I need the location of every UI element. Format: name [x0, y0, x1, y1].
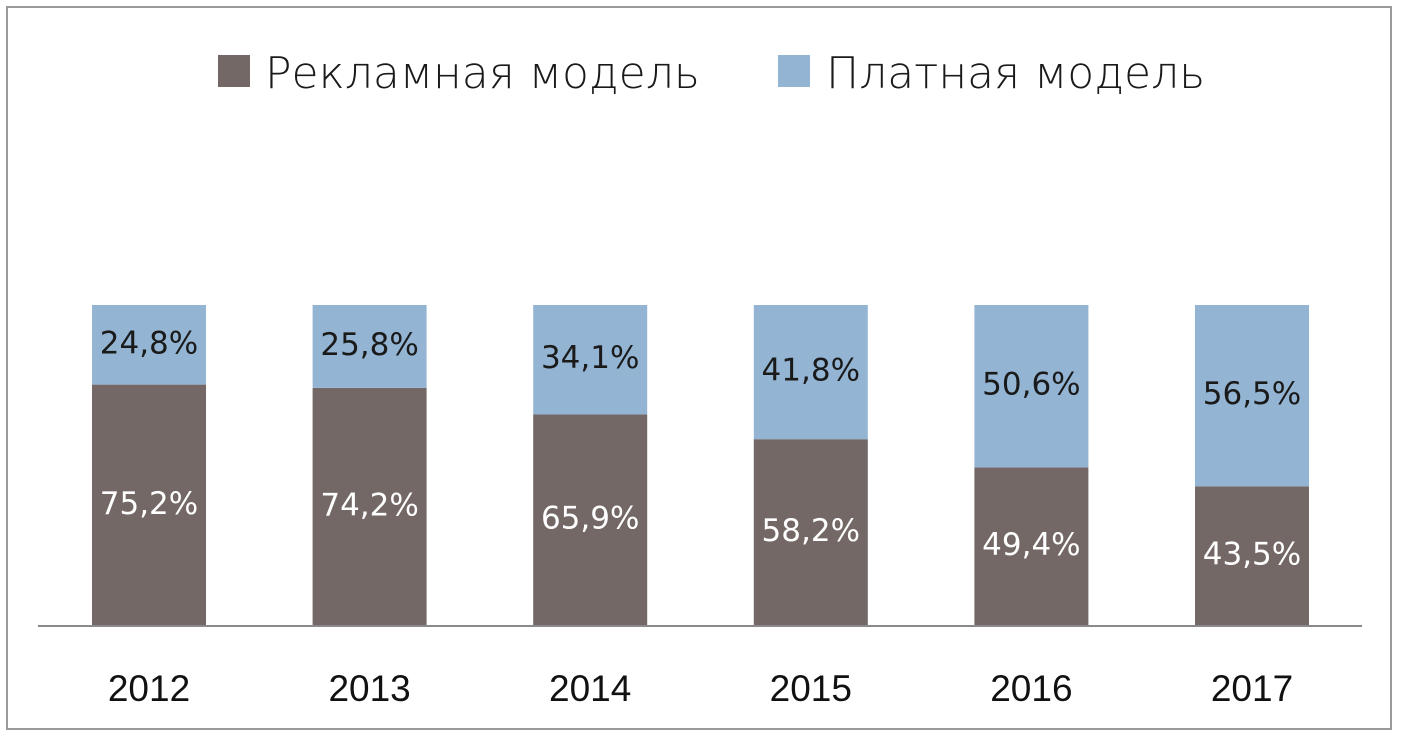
legend: Рекламная модель Платная модель — [218, 48, 1205, 99]
data-label-advertising-2012: 75,2% — [100, 486, 198, 522]
bar-segment-advertising-2012 — [92, 384, 206, 626]
data-label-paid-2017: 56,5% — [1203, 376, 1301, 412]
bars-group: 75,2% 24,8% 74,2% 25,8% 65,9% 34,1% 58,2% 41,8%… — [92, 305, 1309, 626]
data-label-paid-2014: 34,1% — [541, 340, 639, 376]
x-tick-label-2012: 2012 — [108, 668, 190, 709]
x-tick-label-2016: 2016 — [990, 668, 1072, 709]
x-tick-label-2017: 2017 — [1211, 668, 1293, 709]
x-tick-labels: 2012 2013 2014 2015 2016 2017 — [108, 668, 1293, 709]
bar-segment-paid-2017 — [1195, 305, 1309, 487]
legend-label-paid: Платная модель — [826, 48, 1205, 99]
bar-segment-paid-2014 — [533, 305, 648, 415]
data-label-paid-2013: 25,8% — [320, 327, 418, 363]
x-tick-label-2014: 2014 — [549, 668, 631, 709]
data-label-advertising-2013: 74,2% — [320, 487, 418, 523]
bar-segment-advertising-2017 — [1195, 486, 1309, 626]
legend-swatch-advertising — [218, 55, 250, 87]
bar-segment-advertising-2015 — [753, 439, 868, 626]
data-label-advertising-2014: 65,9% — [541, 501, 639, 537]
bar-segment-paid-2012 — [92, 305, 206, 385]
x-tick-label-2013: 2013 — [328, 668, 410, 709]
data-label-advertising-2015: 58,2% — [762, 513, 860, 549]
chart-frame — [6, 6, 1392, 730]
data-label-advertising-2016: 49,4% — [982, 527, 1080, 563]
legend-label-advertising: Рекламная модель — [265, 48, 700, 99]
bar-segment-advertising-2014 — [533, 414, 648, 626]
data-label-paid-2016: 50,6% — [982, 367, 1080, 403]
data-label-paid-2015: 41,8% — [762, 353, 860, 389]
bar-segment-paid-2016 — [974, 305, 1089, 468]
bar-segment-advertising-2016 — [974, 467, 1089, 626]
data-label-advertising-2017: 43,5% — [1203, 537, 1301, 573]
data-label-paid-2012: 24,8% — [100, 325, 198, 361]
bar-segment-paid-2013 — [312, 305, 427, 388]
legend-swatch-paid — [778, 55, 810, 87]
bar-segment-advertising-2013 — [312, 387, 427, 626]
x-tick-label-2015: 2015 — [770, 668, 852, 709]
bar-segment-paid-2015 — [753, 305, 868, 440]
